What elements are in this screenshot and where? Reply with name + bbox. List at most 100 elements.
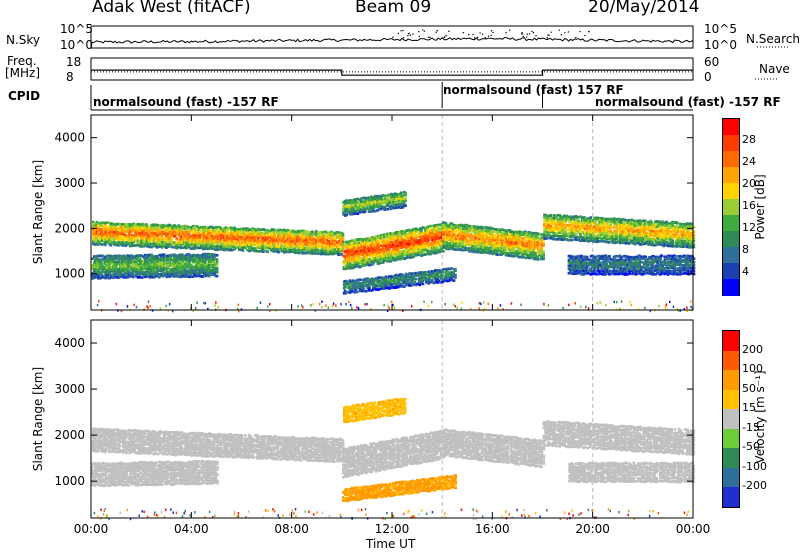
power-cell — [620, 223, 624, 227]
power-cell — [126, 226, 130, 229]
nsearch-point — [558, 29, 560, 31]
power-cell — [154, 270, 158, 274]
power-cell — [377, 240, 381, 244]
power-cell — [160, 269, 163, 273]
power-cell — [163, 230, 167, 234]
power-cell — [569, 228, 573, 232]
power-cell — [622, 224, 626, 228]
power-cell — [412, 242, 415, 246]
power-cell — [530, 246, 534, 249]
power-cell — [476, 247, 480, 250]
power-cell — [543, 219, 546, 223]
power-cell — [290, 230, 293, 234]
power-cell — [251, 247, 255, 250]
power-cell — [534, 254, 538, 258]
power-cell — [334, 234, 337, 237]
power-cell — [652, 231, 656, 234]
power-cell — [440, 247, 444, 251]
power-cell — [110, 233, 114, 236]
power-cell — [669, 223, 672, 227]
power-cell — [571, 221, 574, 224]
power-cell — [93, 274, 97, 278]
power-cell — [126, 268, 130, 271]
power-cell — [471, 235, 474, 239]
power-cell — [671, 222, 674, 225]
power-cell — [165, 227, 168, 230]
power-cell — [620, 241, 624, 244]
power-cell — [218, 226, 222, 229]
power-cell — [110, 276, 114, 279]
power-cell — [444, 246, 447, 249]
power-cell — [417, 229, 421, 233]
power-cell — [512, 244, 515, 247]
power-cell — [452, 224, 456, 227]
power-cell — [224, 244, 228, 248]
power-cell — [158, 257, 161, 261]
power-cell — [503, 246, 506, 249]
power-cell — [434, 243, 438, 247]
power-cell — [302, 251, 305, 254]
power-cell — [692, 243, 696, 246]
power-cell — [540, 249, 543, 253]
power-cell — [442, 235, 445, 239]
power-cell — [290, 240, 293, 244]
power-cell — [290, 237, 293, 241]
power-cell — [384, 234, 388, 237]
power-cell — [512, 241, 515, 244]
power-cell — [346, 246, 350, 250]
power-cell — [321, 244, 325, 248]
power-cell — [572, 218, 576, 222]
power-cell — [171, 229, 174, 233]
power-cell — [513, 254, 516, 258]
power-cell — [287, 248, 291, 252]
power-cell — [596, 228, 600, 231]
power-cell — [246, 248, 249, 252]
power-cell — [324, 247, 327, 251]
power-cell — [300, 243, 303, 247]
power-cell — [546, 231, 549, 235]
power-cell — [383, 242, 386, 245]
power-cell — [273, 246, 277, 250]
power-cell — [259, 249, 262, 253]
nsearch-point — [436, 29, 439, 32]
nsearch-point — [492, 31, 494, 34]
power-cell — [100, 237, 104, 240]
power-cell — [595, 216, 599, 219]
power-cell — [677, 236, 681, 239]
power-cell — [189, 240, 193, 244]
power-cell — [639, 237, 643, 240]
power-cell — [524, 234, 528, 238]
power-cell — [94, 232, 97, 235]
power-cell — [130, 273, 133, 277]
power-cell — [273, 242, 277, 245]
power-cell — [92, 232, 95, 235]
power-cell — [142, 255, 145, 258]
power-cell — [652, 229, 656, 233]
power-cell — [476, 251, 480, 254]
power-cell — [438, 233, 442, 237]
power-cell — [404, 243, 407, 247]
power-cell — [317, 244, 320, 247]
nsearch-point — [526, 33, 529, 35]
power-cell — [348, 264, 352, 268]
power-cell — [594, 236, 597, 240]
power-cell — [110, 241, 114, 244]
power-cell — [189, 247, 193, 250]
power-cell — [666, 222, 669, 225]
power-cell — [522, 236, 525, 240]
power-cell — [98, 232, 101, 236]
nsearch-point — [392, 36, 394, 38]
power-cell — [203, 242, 207, 246]
power-cell — [435, 226, 439, 230]
power-cell — [157, 241, 160, 245]
power-cell — [320, 246, 323, 249]
power-cell — [175, 244, 179, 247]
power-cell — [140, 260, 144, 263]
power-cell — [528, 236, 531, 239]
power-cell — [368, 260, 371, 263]
power-cell — [346, 259, 350, 263]
power-cell — [110, 227, 114, 231]
power-cell — [530, 254, 534, 258]
power-cell — [216, 230, 220, 233]
power-cell — [442, 240, 445, 244]
